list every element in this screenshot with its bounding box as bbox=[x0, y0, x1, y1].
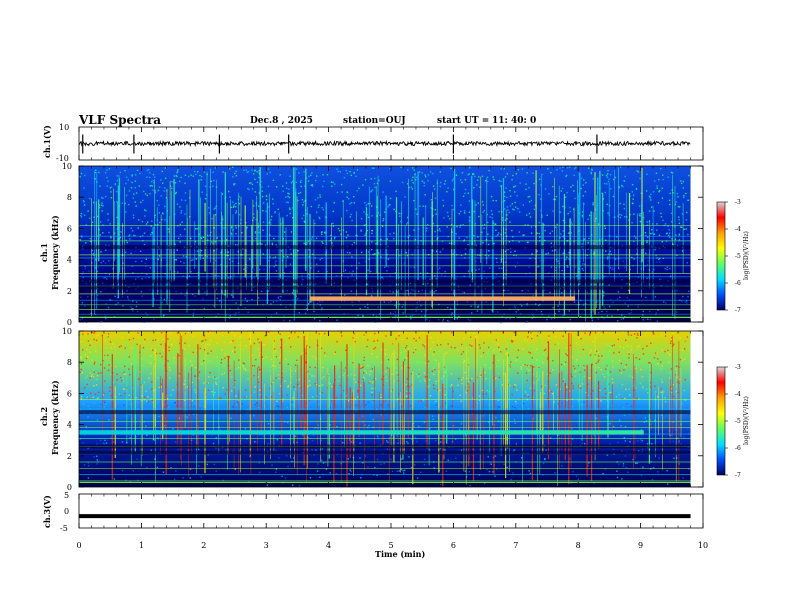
ch1-colorbar-label: log(PSD)(V²/Hz) bbox=[743, 231, 750, 280]
xtick-label-7: 7 bbox=[513, 541, 518, 550]
ch3-waveform-ylabel: ch.3(V) bbox=[42, 495, 52, 528]
spec1-band bbox=[310, 296, 575, 300]
ch1-waveform-ylabel: ch.1(V) bbox=[42, 125, 52, 158]
ch2-frequency-ylabel: Frequency (kHz) bbox=[50, 380, 60, 455]
ch1-colorbar-ticklabel-2: -5 bbox=[735, 253, 741, 260]
ch2-ytick-10: 10 bbox=[62, 327, 72, 336]
ch2-colorbar-ticklabel-0: -3 bbox=[735, 364, 741, 371]
xtick-label-6: 6 bbox=[451, 541, 456, 550]
ch1-colorbar-ticklabel-1: -4 bbox=[735, 226, 741, 233]
time-axis-label: Time (min) bbox=[375, 549, 425, 559]
ch2-colorbar-scale bbox=[717, 367, 725, 475]
xtick-label-0: 0 bbox=[76, 541, 81, 550]
xtick-label-8: 8 bbox=[576, 541, 581, 550]
ch2-colorbar-ticklabel-4: -7 bbox=[735, 472, 741, 479]
xtick-label-2: 2 bbox=[201, 541, 206, 550]
ch1-ytick-0: 0 bbox=[67, 318, 72, 327]
date-label: Dec.8 , 2025 bbox=[250, 116, 313, 126]
ch1-spectrogram-panel: 0 2 4 6 8 10 ch.1 Frequency (kHz) bbox=[39, 162, 703, 327]
ch2-ytick-2: 2 bbox=[67, 452, 72, 461]
ch1-ytick-6: 6 bbox=[67, 224, 72, 233]
station-label: station=OUJ bbox=[343, 116, 406, 126]
xtick-label-3: 3 bbox=[264, 541, 269, 550]
ch1-ytick-8: 8 bbox=[67, 193, 72, 202]
ch1-frequency-ylabel: Frequency (kHz) bbox=[50, 215, 60, 290]
ch3-waveform-frame bbox=[79, 494, 703, 528]
ch3-ytick-mid: 0 bbox=[64, 507, 69, 516]
ch2-colorbar: -3 -4 -5 -6 -7 log(PSD)(V²/Hz) bbox=[717, 364, 750, 479]
spec2-band bbox=[79, 430, 644, 434]
ch1-colorbar-scale bbox=[717, 202, 725, 310]
xtick-label-10: 10 bbox=[698, 541, 708, 550]
ch2-colorbar-label: log(PSD)(V²/Hz) bbox=[743, 396, 750, 445]
xtick-label-4: 4 bbox=[326, 541, 331, 550]
ch2-colorbar-ticklabel-1: -4 bbox=[735, 391, 741, 398]
ch3-ytick-bottom: -5 bbox=[60, 524, 68, 533]
ch1-colorbar-ticklabel-0: -3 bbox=[735, 199, 741, 206]
start-time-value: 11: 40: 0 bbox=[492, 116, 536, 126]
ch2-ytick-6: 6 bbox=[67, 389, 72, 398]
ch1-colorbar-ticklabel-4: -7 bbox=[735, 307, 741, 314]
xtick-label-1: 1 bbox=[139, 541, 144, 550]
ch1-ytick-4: 4 bbox=[67, 256, 72, 265]
ch1-ytick-10: 10 bbox=[62, 162, 72, 171]
ch2-colorbar-ticklabel-3: -6 bbox=[735, 445, 741, 452]
ch3-ytick-top: 5 bbox=[64, 491, 69, 500]
ch2-colorbar-ticklabel-2: -5 bbox=[735, 418, 741, 425]
ch1-ytick-top: 10 bbox=[59, 123, 69, 132]
ch1-colorbar-ticklabel-3: -6 bbox=[735, 280, 741, 287]
xtick-label-9: 9 bbox=[638, 541, 643, 550]
ch2-ytick-8: 8 bbox=[67, 358, 72, 367]
ch1-ytick-2: 2 bbox=[67, 287, 72, 296]
ch1-panel-label: ch.1 bbox=[39, 243, 49, 262]
ch2-panel-label: ch.2 bbox=[39, 407, 49, 426]
start-ut-label: start UT = bbox=[437, 116, 489, 126]
ch1-colorbar: -3 -4 -5 -6 -7 log(PSD)(V²/Hz) bbox=[717, 199, 750, 314]
ch2-ytick-4: 4 bbox=[67, 421, 72, 430]
figure-title: VLF Spectra bbox=[78, 113, 161, 127]
